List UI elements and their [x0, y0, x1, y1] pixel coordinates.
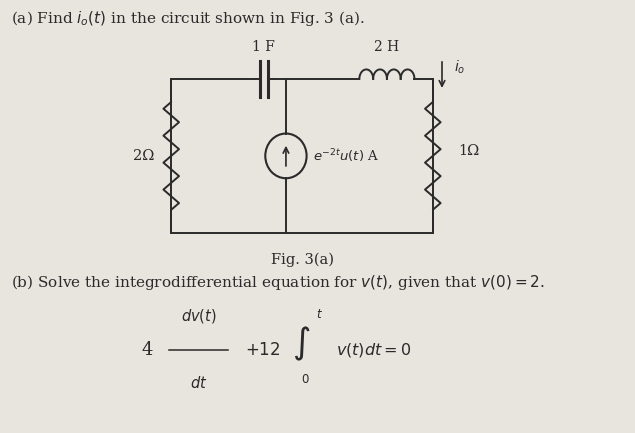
Text: $t$: $t$ [316, 308, 323, 321]
Text: $dv(t)$: $dv(t)$ [181, 307, 217, 325]
Text: $v(t)dt = 0$: $v(t)dt = 0$ [337, 341, 411, 359]
Text: 4: 4 [142, 341, 153, 359]
Text: $dt$: $dt$ [190, 375, 208, 391]
Text: 2 H: 2 H [375, 40, 399, 54]
Text: $0$: $0$ [301, 373, 309, 386]
Text: 1 F: 1 F [253, 40, 276, 54]
Text: $i_o$: $i_o$ [454, 58, 465, 76]
Text: 2Ω: 2Ω [133, 149, 154, 163]
Text: (b) Solve the integrodifferential equation for $v(t)$, given that $v(0) = 2.$: (b) Solve the integrodifferential equati… [11, 273, 544, 292]
Text: 1Ω: 1Ω [458, 144, 480, 158]
Text: (a) Find $i_o(t)$ in the circuit shown in Fig. 3 (a).: (a) Find $i_o(t)$ in the circuit shown i… [11, 10, 364, 28]
Text: $\int$: $\int$ [292, 325, 311, 363]
Text: Fig. 3(a): Fig. 3(a) [271, 253, 333, 267]
Text: $e^{-2t}u(t)$ A: $e^{-2t}u(t)$ A [314, 147, 380, 165]
Text: $+ 12$: $+ 12$ [244, 342, 280, 359]
